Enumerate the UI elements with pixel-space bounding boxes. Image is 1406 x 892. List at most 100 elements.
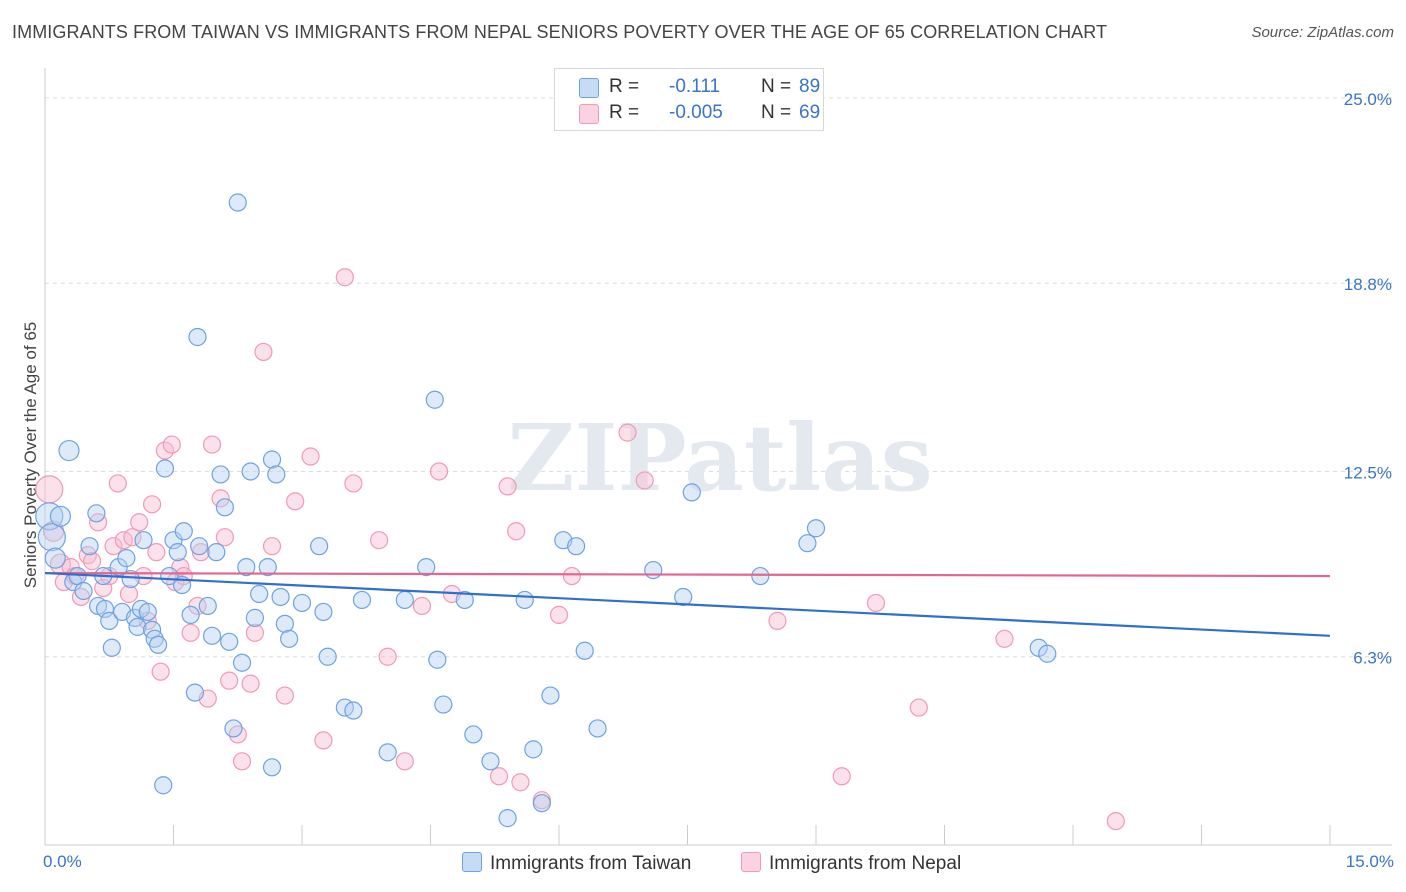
taiwan-point bbox=[168, 543, 187, 562]
taiwan-point bbox=[154, 776, 173, 795]
taiwan-point bbox=[344, 701, 363, 720]
taiwan-point bbox=[87, 504, 106, 523]
legend-r-value: -0.005 bbox=[669, 102, 723, 123]
nepal-point bbox=[215, 528, 234, 547]
taiwan-point bbox=[202, 626, 222, 645]
taiwan-point bbox=[155, 459, 175, 478]
nepal-point bbox=[618, 423, 637, 442]
nepal-point bbox=[275, 686, 294, 705]
taiwan-point bbox=[128, 617, 147, 636]
taiwan-point bbox=[134, 531, 153, 550]
legend-r-label: R = bbox=[609, 102, 640, 123]
taiwan-point bbox=[74, 581, 93, 601]
taiwan-point bbox=[588, 719, 607, 738]
nepal-point bbox=[89, 513, 108, 532]
nepal-point bbox=[314, 731, 333, 750]
nepal-point bbox=[119, 584, 139, 604]
nepal-point bbox=[286, 492, 305, 511]
y-tick-labels: 6.3% 12.5% 18.8% 25.0% bbox=[1344, 90, 1392, 668]
taiwan-point bbox=[455, 590, 474, 610]
nepal-point bbox=[262, 537, 282, 556]
nepal-point bbox=[254, 342, 273, 362]
y-tick-label: 25.0% bbox=[1344, 90, 1392, 109]
nepal-point bbox=[866, 593, 886, 613]
legend-n-label: N = bbox=[761, 76, 792, 97]
nepal-point bbox=[123, 528, 142, 547]
taiwan-point bbox=[102, 638, 121, 657]
source-label: Source: ZipAtlas.com bbox=[1251, 24, 1394, 41]
bottom-legend-nepal: Immigrants from Nepal bbox=[741, 852, 961, 875]
nepal-point bbox=[768, 611, 787, 630]
nepal-point bbox=[412, 596, 432, 616]
nepal-point bbox=[562, 566, 581, 586]
taiwan-point bbox=[117, 549, 136, 568]
taiwan-point bbox=[498, 809, 517, 828]
nepal-point bbox=[142, 495, 162, 514]
taiwan-point bbox=[198, 596, 217, 616]
nepal-point bbox=[429, 462, 449, 481]
taiwan-point bbox=[280, 629, 299, 648]
taiwan-point bbox=[352, 590, 372, 610]
bottom-legend-taiwan: Immigrants from Taiwan bbox=[462, 852, 691, 875]
nepal-point bbox=[147, 543, 166, 562]
gridlines bbox=[45, 97, 1392, 658]
taiwan-point bbox=[798, 534, 817, 553]
x-tick-min: 0.0% bbox=[43, 852, 82, 871]
nepal-point bbox=[202, 435, 222, 454]
taiwan-point bbox=[207, 543, 226, 562]
taiwan-point bbox=[49, 505, 72, 527]
taiwan-point bbox=[682, 483, 701, 502]
taiwan-point bbox=[674, 587, 693, 607]
taiwan-point bbox=[232, 653, 252, 672]
taiwan-point bbox=[174, 522, 193, 541]
series-nepal-points bbox=[35, 268, 1125, 831]
nepal-point bbox=[245, 623, 264, 642]
taiwan-point bbox=[190, 537, 209, 556]
nepal-point bbox=[241, 674, 260, 693]
taiwan-point bbox=[228, 193, 247, 212]
taiwan-point bbox=[211, 465, 230, 484]
nepal-point bbox=[181, 623, 200, 642]
taiwan-point bbox=[250, 584, 269, 604]
taiwan-point bbox=[395, 590, 414, 610]
nepal-point bbox=[335, 268, 354, 287]
trend-lines bbox=[44, 571, 1331, 637]
nepal-point bbox=[35, 475, 64, 504]
taiwan-point bbox=[575, 641, 594, 660]
nepal-point bbox=[104, 537, 123, 556]
taiwan-point bbox=[181, 605, 200, 625]
taiwan-point bbox=[464, 725, 483, 744]
nepal-swatch bbox=[741, 852, 761, 872]
taiwan-point bbox=[35, 502, 64, 531]
taiwan-point bbox=[58, 439, 80, 462]
taiwan-point bbox=[318, 647, 337, 666]
taiwan-point bbox=[145, 629, 164, 648]
bottom-legend-nepal-label: Immigrants from Nepal bbox=[769, 853, 962, 874]
nepal-point bbox=[108, 474, 127, 493]
taiwan-point bbox=[417, 557, 436, 577]
taiwan-swatch bbox=[579, 78, 599, 98]
taiwan-point bbox=[271, 587, 290, 607]
taiwan-point bbox=[100, 611, 119, 630]
taiwan-point bbox=[541, 686, 560, 705]
taiwan-point bbox=[310, 537, 329, 556]
taiwan-point bbox=[314, 602, 333, 622]
nepal-point bbox=[301, 447, 320, 466]
taiwan-point bbox=[220, 632, 239, 651]
nepal-point bbox=[549, 605, 569, 625]
nepal-point bbox=[344, 474, 363, 493]
nepal-point bbox=[188, 596, 207, 616]
bottom-legend-taiwan-label: Immigrants from Taiwan bbox=[490, 853, 692, 874]
nepal-point bbox=[232, 752, 252, 771]
taiwan-point bbox=[188, 327, 207, 347]
series-taiwan-points bbox=[35, 193, 1057, 828]
taiwan-point bbox=[267, 465, 286, 484]
legend-r-value: -0.111 bbox=[669, 76, 721, 97]
taiwan-point bbox=[425, 390, 444, 409]
nepal-point bbox=[1106, 811, 1125, 831]
taiwan-trend-line bbox=[44, 571, 1331, 637]
legend-r-label: R = bbox=[609, 76, 640, 97]
taiwan-point bbox=[237, 557, 256, 577]
taiwan-swatch bbox=[462, 852, 482, 872]
taiwan-point bbox=[515, 590, 534, 610]
